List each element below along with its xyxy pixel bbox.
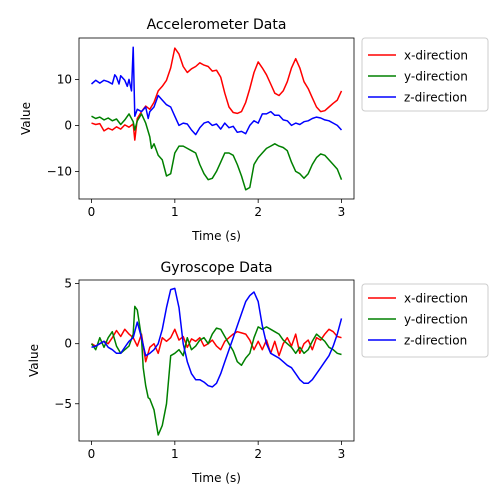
gyroscope-legend-box — [361, 283, 489, 358]
accelerometer-ytick-label: −10 — [47, 164, 72, 178]
gyroscope-series-y-line — [90, 305, 342, 436]
gyroscope-ytick-label: −5 — [54, 397, 72, 411]
gyroscope-xtick-label: 3 — [338, 447, 346, 461]
accelerometer-legend-box — [361, 37, 489, 112]
gyroscope-ylabel: Value — [27, 344, 41, 377]
gyroscope-legend: x-direction y-direction z-direction — [361, 283, 489, 358]
accelerometer-series-y-line — [91, 113, 343, 191]
accelerometer-xtick-label: 1 — [171, 205, 179, 219]
gyroscope-legend-entry-x: x-direction — [368, 292, 468, 306]
accelerometer-xtick-label: 2 — [254, 205, 262, 219]
accelerometer-legend-entry-y: y-direction — [368, 70, 468, 84]
accelerometer-lines — [91, 46, 343, 191]
gyroscope-ytick-label: 5 — [64, 277, 72, 291]
accelerometer-ytick-label: 0 — [64, 118, 72, 132]
accelerometer-ytick-label: 10 — [57, 72, 72, 86]
accelerometer-legend-entry-z: z-direction — [368, 91, 467, 105]
gyroscope-plot-frame — [78, 279, 355, 442]
legend-label-x: x-direction — [404, 292, 468, 306]
accelerometer-xtick-label: 0 — [88, 205, 96, 219]
legend-label-x: x-direction — [404, 49, 468, 63]
accelerometer-legend: x-direction y-direction z-direction — [361, 37, 489, 112]
gyroscope-legend-entry-z: z-direction — [368, 334, 467, 348]
gyroscope-subplot: Gyroscope Data Time (s) Value 0 1 2 3 −5 0 5 x… — [27, 260, 489, 485]
accelerometer-xlabel: Time (s) — [191, 229, 241, 243]
gyroscope-title: Gyroscope Data — [160, 260, 272, 276]
legend-label-z: z-direction — [404, 334, 467, 348]
gyroscope-lines — [90, 287, 343, 436]
gyroscope-ytick-label: 0 — [64, 337, 72, 351]
gyroscope-xlabel: Time (s) — [191, 471, 241, 485]
accelerometer-series-z-line — [91, 46, 343, 136]
accelerometer-plot-frame — [78, 37, 355, 200]
legend-label-z: z-direction — [404, 91, 467, 105]
gyroscope-xtick-label: 0 — [88, 447, 96, 461]
accelerometer-xtick-label: 3 — [338, 205, 346, 219]
legend-label-y: y-direction — [404, 70, 468, 84]
gyroscope-ticks: 0 1 2 3 −5 0 5 — [54, 277, 345, 461]
accelerometer-legend-entry-x: x-direction — [368, 49, 468, 63]
accelerometer-subplot: Accelerometer Data Time (s) Value 0 1 2 3 −1… — [19, 17, 489, 243]
accelerometer-ylabel: Value — [19, 102, 33, 135]
gyroscope-xtick-label: 2 — [254, 447, 262, 461]
accelerometer-series-x-line — [91, 47, 343, 141]
legend-label-y: y-direction — [404, 313, 468, 327]
accelerometer-title: Accelerometer Data — [147, 17, 287, 33]
gyroscope-legend-entry-y: y-direction — [368, 313, 468, 327]
accelerometer-ticks: 0 1 2 3 −10 0 10 — [47, 72, 346, 219]
gyroscope-xtick-label: 1 — [171, 447, 179, 461]
gyroscope-series-z-line — [91, 287, 343, 388]
